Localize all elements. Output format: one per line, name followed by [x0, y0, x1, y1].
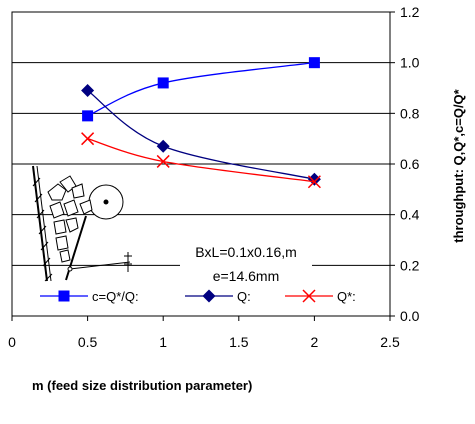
series-line	[87, 90, 315, 180]
annotation-line-2: e=14.6mm	[213, 268, 280, 284]
x-tick-label: 2	[311, 334, 319, 350]
legend-label: c=Q*/Q:	[92, 289, 139, 304]
legend-background	[20, 284, 380, 306]
y-tick-labels: 0.0 0.2 0.4 0.6 0.8 1.0 1.2	[400, 4, 420, 324]
y-tick-label: 1.2	[400, 4, 420, 20]
legend-marker	[58, 290, 70, 302]
x-tick-label: 0.5	[78, 334, 98, 350]
y-tick-label: 1.0	[400, 55, 420, 71]
x-axis-title: m (feed size distribution parameter)	[32, 378, 252, 393]
data-point	[156, 154, 170, 168]
gridlines	[11, 11, 395, 321]
data-point	[307, 175, 321, 189]
legend-item: Q*:	[285, 289, 356, 304]
x-tick-label: 1.5	[229, 334, 249, 350]
y-tick-label: 0.4	[400, 207, 420, 223]
y-axis-title: throughput: Q,Q*,c=Q/Q*	[451, 88, 466, 242]
series-1	[81, 84, 321, 186]
data-point	[81, 132, 95, 146]
annotation-box	[180, 238, 312, 288]
y-tick-label: 0.8	[400, 105, 420, 121]
legend-marker	[202, 289, 216, 303]
x-tick-labels: 0 0.5 1 1.5 2 2.5	[8, 334, 400, 350]
series-layer	[81, 57, 321, 189]
legend-label: Q*:	[337, 289, 356, 304]
legend-marker	[302, 289, 316, 303]
legend-item: Q:	[185, 289, 251, 304]
y-tick-label: 0.6	[400, 156, 420, 172]
series-line	[87, 138, 315, 183]
data-point	[307, 172, 321, 186]
data-point	[82, 110, 94, 122]
data-point	[157, 77, 169, 89]
x-tick-label: 0	[8, 334, 16, 350]
y-tick-label: 0.0	[400, 308, 420, 324]
legend-item: c=Q*/Q:	[40, 289, 139, 304]
x-tick-label: 2.5	[380, 334, 400, 350]
data-point	[81, 84, 95, 98]
annotation-line-1: BxL=0.1x0.16,m	[195, 244, 297, 260]
data-point	[156, 139, 170, 153]
crusher-illustration	[32, 165, 132, 282]
legend: c=Q*/Q: Q: Q*:	[20, 284, 380, 306]
x-tick-label: 1	[159, 334, 167, 350]
y-tick-label: 0.2	[400, 257, 420, 273]
legend-label: Q:	[237, 289, 251, 304]
data-point	[308, 57, 320, 69]
series-2	[81, 132, 321, 189]
